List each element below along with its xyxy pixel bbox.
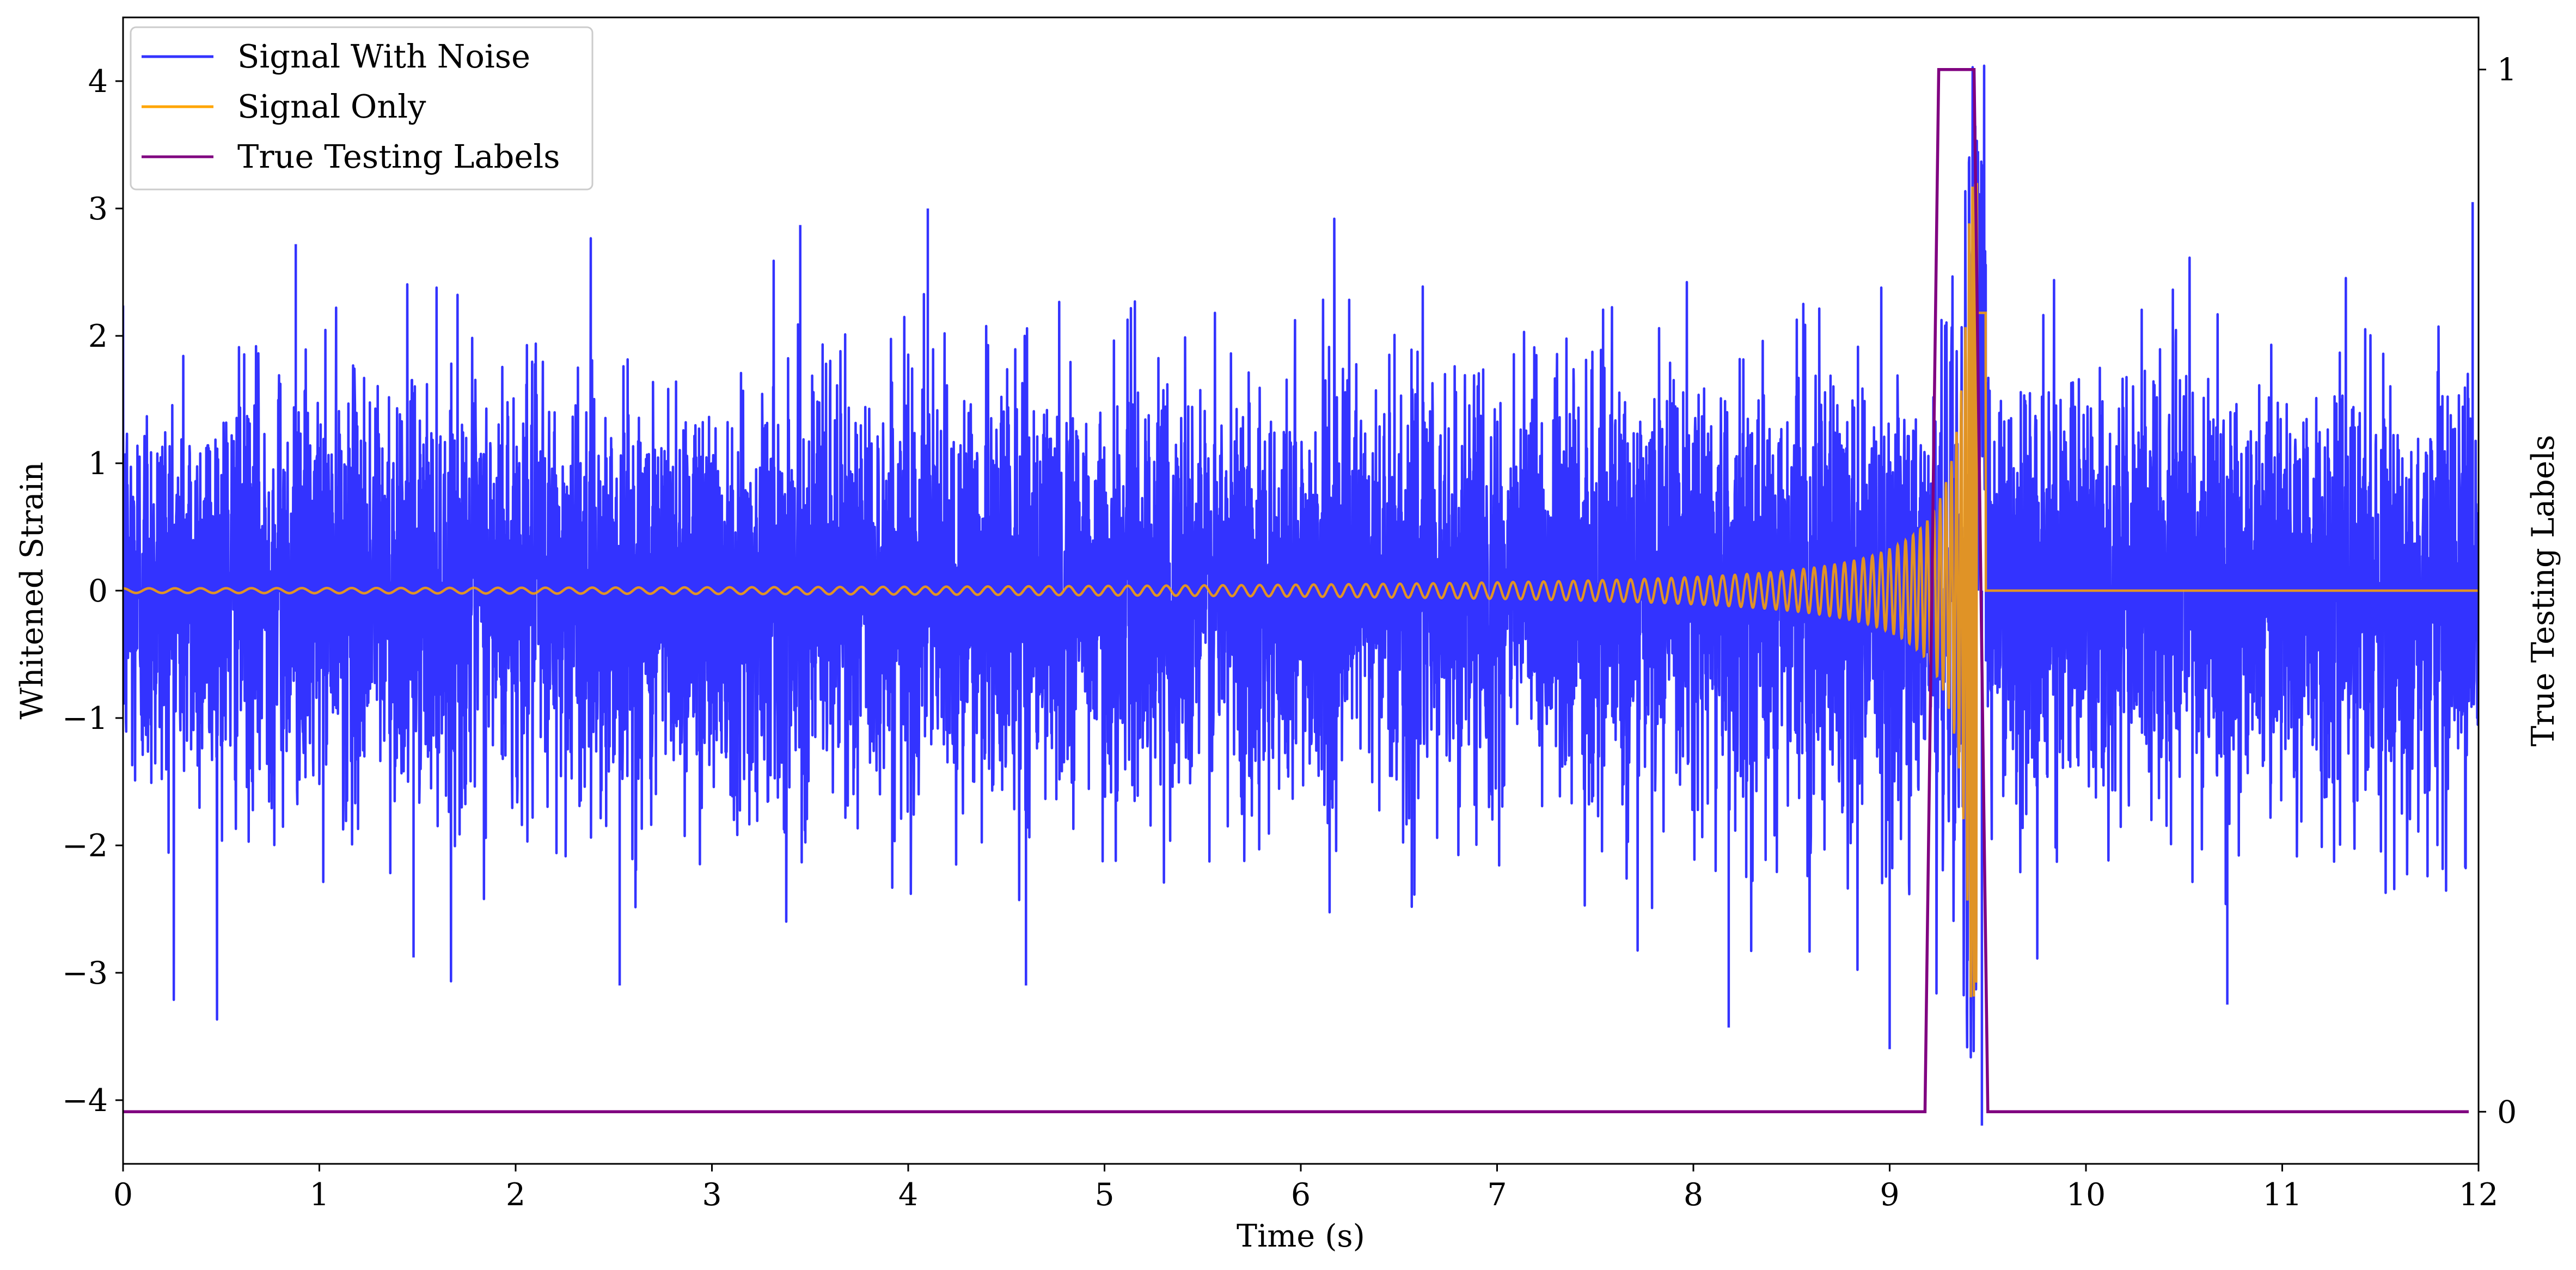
y-tick-label: −1 bbox=[62, 701, 108, 737]
x-tick-label: 1 bbox=[309, 1177, 329, 1213]
y-tick-label: −4 bbox=[62, 1083, 108, 1119]
y-tick-label: −2 bbox=[62, 828, 108, 864]
legend-label: Signal Only bbox=[237, 88, 426, 125]
x-tick-label: 6 bbox=[1291, 1177, 1311, 1213]
y2-tick-label: 0 bbox=[2497, 1094, 2517, 1130]
x-axis-label: Time (s) bbox=[1237, 1218, 1365, 1254]
y-tick-label: 3 bbox=[88, 191, 108, 227]
legend-label: Signal With Noise bbox=[237, 38, 530, 75]
y-axis-label: Whitened Strain bbox=[14, 462, 50, 719]
y-tick-label: 2 bbox=[88, 318, 108, 354]
y-tick-label: 4 bbox=[88, 64, 108, 100]
x-tick-label: 8 bbox=[1684, 1177, 1703, 1213]
legend-label: True Testing Labels bbox=[237, 138, 560, 175]
x-tick-label: 7 bbox=[1487, 1177, 1507, 1213]
x-tick-label: 9 bbox=[1880, 1177, 1899, 1213]
series-line-signal-only bbox=[123, 183, 2479, 997]
x-tick-label: 11 bbox=[2262, 1177, 2302, 1213]
x-tick-label: 2 bbox=[506, 1177, 525, 1213]
series-line-true-testing-labels bbox=[123, 68, 2469, 1114]
legend-box bbox=[130, 26, 593, 191]
x-tick-label: 3 bbox=[702, 1177, 721, 1213]
y-tick-label: 0 bbox=[88, 573, 108, 609]
y2-tick-label: 1 bbox=[2497, 52, 2517, 88]
x-tick-label: 10 bbox=[2066, 1177, 2106, 1213]
plot-area bbox=[123, 64, 2479, 1126]
x-tick-label: 12 bbox=[2459, 1177, 2499, 1213]
x-tick-label: 5 bbox=[1094, 1177, 1114, 1213]
y-tick-label: 1 bbox=[88, 446, 108, 482]
x-tick-label: 4 bbox=[898, 1177, 918, 1213]
y-tick-label: −3 bbox=[62, 955, 108, 991]
y2-axis-label: True Testing Labels bbox=[2525, 435, 2561, 746]
x-tick-label: 0 bbox=[113, 1177, 133, 1213]
legend: Signal With Noise Signal Only True Testing… bbox=[130, 26, 593, 191]
